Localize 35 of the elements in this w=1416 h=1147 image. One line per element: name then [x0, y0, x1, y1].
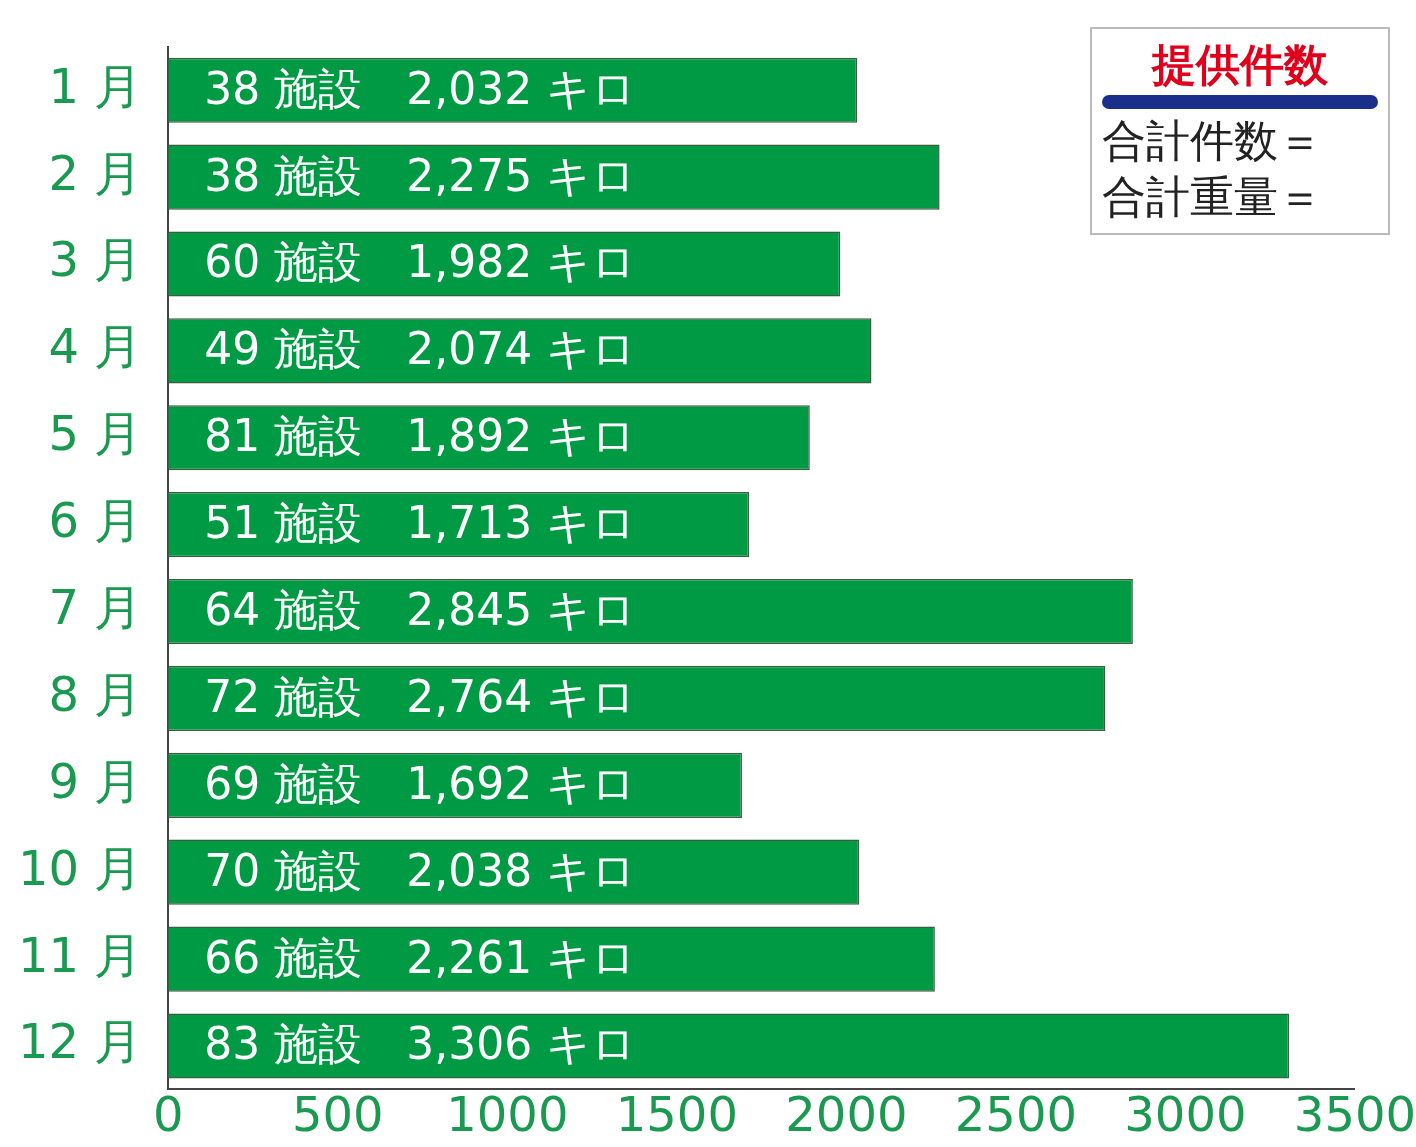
annotation: 合計重量＝: [1102, 170, 1323, 224]
data-label: 38 施設 2,275 キロ: [204, 149, 637, 201]
y-tick-label: 6 月: [48, 492, 143, 549]
y-tick-label: 9 月: [48, 752, 143, 809]
data-label: 72 施設 2,764 キロ: [204, 670, 637, 722]
data-label: 83 施設 3,306 キロ: [204, 1018, 637, 1070]
data-label: 66 施設 2,261 キロ: [204, 931, 637, 983]
y-tick-label: 2 月: [48, 144, 143, 201]
data-label: 69 施設 1,692 キロ: [204, 757, 637, 809]
y-tick-label: 3 月: [48, 231, 143, 288]
x-tick-label: 1000: [446, 1085, 569, 1142]
x-tick-label: 2000: [785, 1085, 908, 1142]
data-label: 81 施設 1,892 キロ: [204, 410, 637, 462]
y-tick-label: 7 月: [48, 579, 143, 636]
x-tick-label: 500: [292, 1085, 384, 1142]
y-tick-label: 5 月: [48, 405, 143, 462]
data-label: 70 施設 2,038 キロ: [204, 844, 637, 896]
x-tick-label: 1500: [615, 1085, 738, 1142]
y-tick-label: 1 月: [48, 57, 143, 114]
data-label: 51 施設 1,713 キロ: [204, 497, 637, 549]
data-label: 64 施設 2,845 キロ: [204, 583, 637, 635]
x-tick-label: 2500: [954, 1085, 1077, 1142]
annotation: 合計件数＝: [1102, 114, 1323, 168]
y-tick-label: 11 月: [17, 926, 143, 983]
y-tick-label: 10 月: [17, 839, 143, 896]
data-label: 38 施設 2,032 キロ: [204, 62, 637, 114]
x-tick-label: 0: [153, 1085, 184, 1142]
y-tick-label: 12 月: [17, 1013, 143, 1070]
x-tick-label: 3000: [1124, 1085, 1247, 1142]
y-tick-label: 4 月: [48, 318, 143, 375]
data-label: 49 施設 2,074 キロ: [204, 323, 637, 375]
x-tick-label: 3500: [1293, 1085, 1416, 1142]
y-tick-label: 8 月: [48, 665, 143, 722]
annotation: 提供件数: [1150, 38, 1329, 92]
data-label: 60 施設 1,982 キロ: [204, 236, 637, 288]
